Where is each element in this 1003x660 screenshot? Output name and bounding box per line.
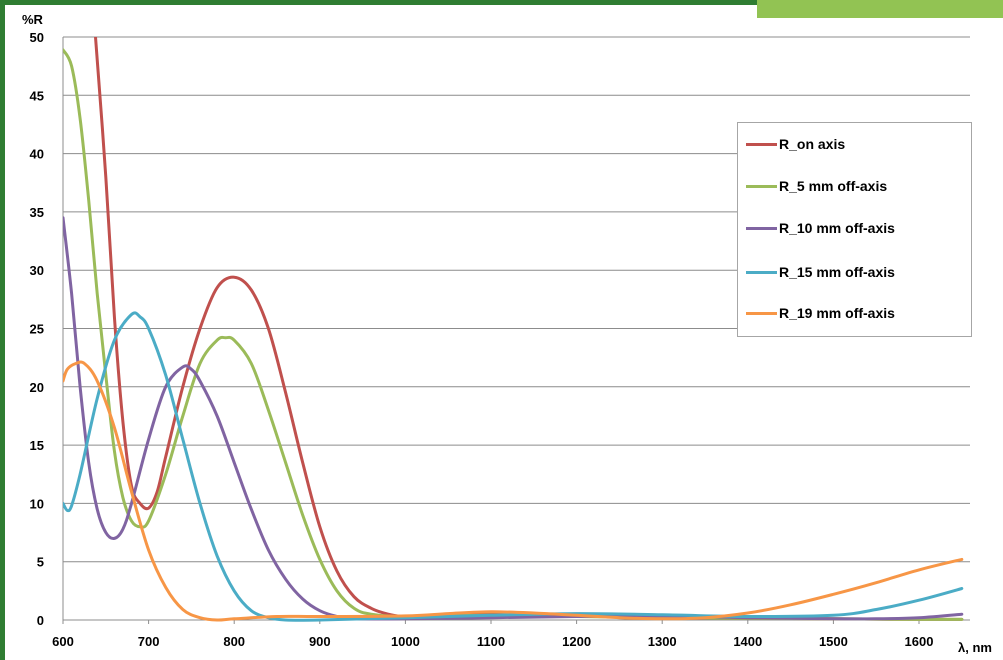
y-axis-label: %R bbox=[22, 12, 44, 27]
y-tick-label: 10 bbox=[30, 496, 44, 511]
y-tick-label: 35 bbox=[30, 205, 44, 220]
legend-label: R_15 mm off-axis bbox=[779, 264, 895, 280]
y-tick-label: 25 bbox=[30, 322, 44, 337]
y-tick-labels: 0 5 10 15 20 25 30 35 40 45 50 bbox=[30, 30, 44, 628]
x-tick-label: 1000 bbox=[391, 634, 420, 649]
x-tick-label: 1500 bbox=[819, 634, 848, 649]
legend-label: R_19 mm off-axis bbox=[779, 305, 895, 321]
legend-item-10mm: R_10 mm off-axis bbox=[746, 218, 895, 238]
legend-swatch bbox=[746, 311, 777, 315]
x-tick-label: 1300 bbox=[648, 634, 677, 649]
legend-swatch bbox=[746, 270, 777, 274]
y-tick-label: 0 bbox=[37, 613, 44, 628]
legend-item-5mm: R_5 mm off-axis bbox=[746, 176, 887, 196]
y-tick-label: 20 bbox=[30, 380, 44, 395]
x-tick-label: 1600 bbox=[905, 634, 934, 649]
x-tick-label: 1200 bbox=[562, 634, 591, 649]
x-tick-label: 600 bbox=[52, 634, 74, 649]
legend-swatch bbox=[746, 226, 777, 230]
legend-label: R_10 mm off-axis bbox=[779, 220, 895, 236]
legend: R_on axis R_5 mm off-axis R_10 mm off-ax… bbox=[737, 122, 972, 337]
legend-item-19mm: R_19 mm off-axis bbox=[746, 303, 895, 323]
y-tick-label: 15 bbox=[30, 438, 44, 453]
legend-swatch bbox=[746, 184, 777, 188]
legend-swatch bbox=[746, 142, 777, 146]
x-tick-label: 700 bbox=[138, 634, 160, 649]
legend-item-on-axis: R_on axis bbox=[746, 134, 845, 154]
legend-item-15mm: R_15 mm off-axis bbox=[746, 262, 895, 282]
legend-label: R_5 mm off-axis bbox=[779, 178, 888, 194]
series-line-3 bbox=[63, 311, 964, 622]
x-tick-label: 800 bbox=[223, 634, 245, 649]
y-tick-label: 40 bbox=[30, 147, 44, 162]
x-tick-labels: 600 700 800 900 1000 1100 1200 1300 1400 1500 1600 bbox=[52, 634, 933, 649]
y-tick-label: 50 bbox=[30, 30, 44, 45]
x-tick-label: 1400 bbox=[733, 634, 762, 649]
x-axis-label: λ, nm bbox=[958, 640, 992, 655]
series-line-4 bbox=[63, 360, 964, 622]
x-tick-label: 900 bbox=[309, 634, 331, 649]
corner-accent bbox=[757, 0, 1003, 18]
y-tick-label: 5 bbox=[37, 555, 44, 570]
x-tick-label: 1100 bbox=[477, 634, 505, 649]
legend-label: R_on axis bbox=[779, 136, 846, 152]
y-tick-label: 30 bbox=[30, 263, 44, 278]
y-tick-label: 45 bbox=[30, 88, 44, 103]
series-lines bbox=[63, 37, 964, 622]
